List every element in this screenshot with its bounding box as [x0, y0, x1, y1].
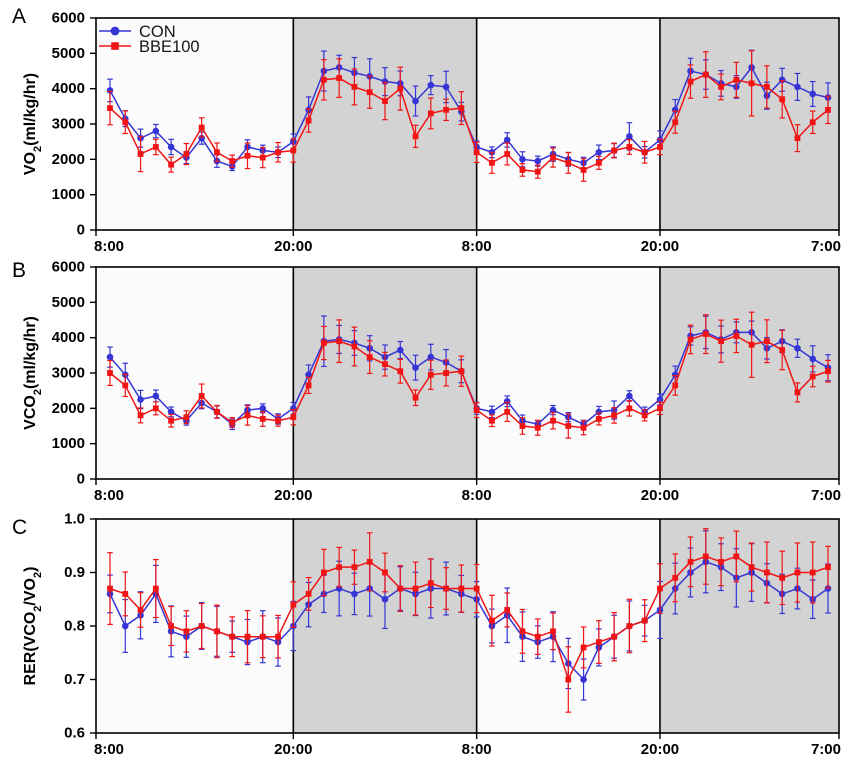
- svg-text:1.0: 1.0: [64, 511, 85, 528]
- svg-text:8:00: 8:00: [94, 487, 124, 504]
- svg-text:B: B: [12, 259, 26, 282]
- svg-text:4000: 4000: [52, 80, 85, 97]
- svg-text:3000: 3000: [52, 365, 85, 382]
- svg-text:3000: 3000: [52, 116, 85, 133]
- svg-text:20:00: 20:00: [274, 741, 312, 758]
- svg-text:7:00: 7:00: [811, 741, 841, 758]
- svg-text:0.6: 0.6: [64, 725, 85, 742]
- svg-text:BBE100: BBE100: [139, 38, 200, 56]
- svg-text:2000: 2000: [52, 400, 85, 417]
- svg-text:6000: 6000: [52, 259, 85, 276]
- svg-text:0: 0: [77, 222, 85, 239]
- svg-text:2000: 2000: [52, 151, 85, 168]
- svg-text:20:00: 20:00: [641, 238, 679, 255]
- svg-text:8:00: 8:00: [462, 238, 492, 255]
- svg-text:0.9: 0.9: [64, 564, 85, 581]
- svg-text:8:00: 8:00: [462, 741, 492, 758]
- svg-text:6000: 6000: [52, 10, 85, 27]
- svg-text:20:00: 20:00: [641, 487, 679, 504]
- svg-text:7:00: 7:00: [811, 238, 841, 255]
- svg-text:C: C: [12, 516, 27, 539]
- svg-text:1000: 1000: [52, 186, 85, 203]
- svg-text:8:00: 8:00: [94, 741, 124, 758]
- svg-text:5000: 5000: [52, 45, 85, 62]
- svg-text:A: A: [12, 5, 26, 28]
- svg-text:0.7: 0.7: [64, 671, 85, 688]
- svg-text:8:00: 8:00: [462, 487, 492, 504]
- svg-text:0.8: 0.8: [64, 618, 85, 635]
- svg-text:20:00: 20:00: [641, 741, 679, 758]
- svg-text:7:00: 7:00: [811, 487, 841, 504]
- svg-text:20:00: 20:00: [274, 487, 312, 504]
- svg-text:8:00: 8:00: [94, 238, 124, 255]
- svg-text:0: 0: [77, 471, 85, 488]
- svg-text:5000: 5000: [52, 294, 85, 311]
- svg-text:4000: 4000: [52, 329, 85, 346]
- svg-text:1000: 1000: [52, 435, 85, 452]
- svg-text:20:00: 20:00: [274, 238, 312, 255]
